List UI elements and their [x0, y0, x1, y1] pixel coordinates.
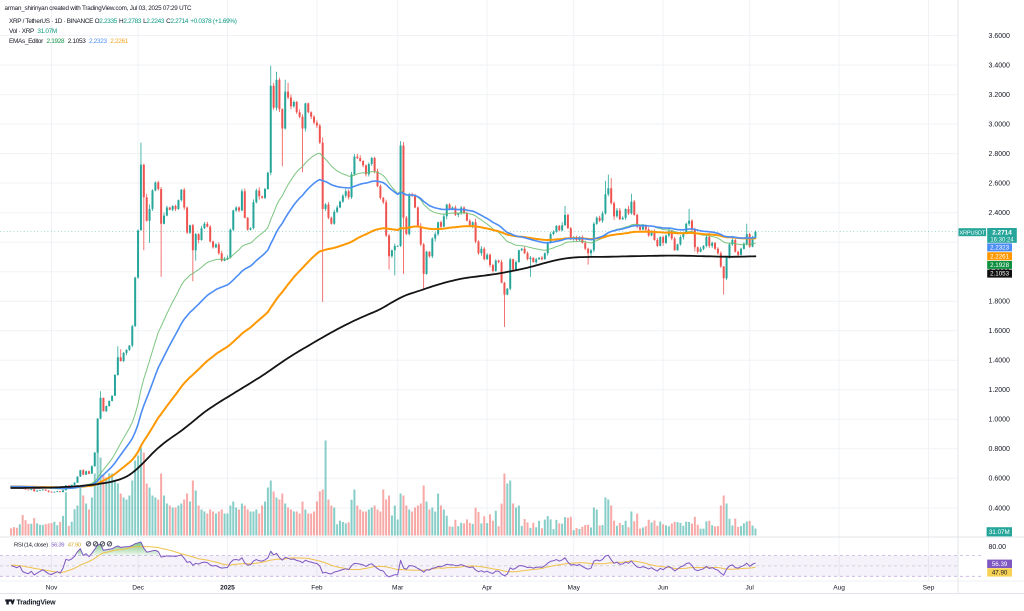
- svg-text:Feb: Feb: [311, 584, 323, 591]
- svg-text:2.2714: 2.2714: [992, 230, 1012, 237]
- svg-text:XRPUSDT: XRPUSDT: [959, 231, 986, 237]
- svg-text:2.1053: 2.1053: [990, 271, 1009, 278]
- svg-text:3.6000: 3.6000: [989, 33, 1011, 40]
- svg-text:47.90: 47.90: [992, 570, 1008, 577]
- svg-text:3.0000: 3.0000: [989, 122, 1011, 129]
- svg-text:Jul: Jul: [745, 584, 754, 591]
- svg-text:1.8000: 1.8000: [989, 299, 1011, 306]
- svg-text:1.4000: 1.4000: [989, 358, 1011, 365]
- svg-text:0.4000: 0.4000: [989, 505, 1011, 512]
- svg-text:2.8000: 2.8000: [989, 151, 1011, 158]
- svg-text:2.4000: 2.4000: [989, 210, 1011, 217]
- svg-text:Apr: Apr: [482, 584, 493, 591]
- svg-text:56.39: 56.39: [992, 561, 1008, 568]
- svg-text:0.8000: 0.8000: [989, 446, 1011, 453]
- svg-text:Aug: Aug: [833, 584, 845, 591]
- svg-text:1.0000: 1.0000: [989, 417, 1011, 424]
- svg-text:May: May: [567, 584, 580, 591]
- svg-text:2.2323: 2.2323: [990, 245, 1009, 252]
- svg-text:31.07M: 31.07M: [989, 529, 1010, 536]
- svg-text:XRP / TetherUS · 1D · BINANCE: XRP / TetherUS · 1D · BINANCE O2.2335 H2.…: [9, 18, 237, 25]
- svg-text:2025: 2025: [220, 584, 235, 591]
- svg-text:Nov: Nov: [46, 584, 58, 591]
- svg-text:3.4000: 3.4000: [989, 63, 1011, 70]
- svg-text:1.2000: 1.2000: [989, 387, 1011, 394]
- svg-text:Sep: Sep: [923, 584, 935, 591]
- svg-text:Dec: Dec: [132, 584, 144, 591]
- svg-text:TradingView: TradingView: [17, 600, 57, 607]
- svg-text:2.1928: 2.1928: [990, 262, 1009, 269]
- svg-text:1.6000: 1.6000: [989, 328, 1011, 335]
- svg-text:Vol · XRP 31.07M: Vol · XRP 31.07M: [9, 28, 57, 35]
- svg-text:0.6000: 0.6000: [989, 476, 1011, 483]
- svg-text:2.2261: 2.2261: [990, 253, 1009, 260]
- svg-text:Mar: Mar: [392, 584, 404, 591]
- svg-text:3.2000: 3.2000: [989, 92, 1011, 99]
- svg-text:2.6000: 2.6000: [989, 181, 1011, 188]
- svg-text:16:30:24: 16:30:24: [990, 237, 1014, 243]
- svg-text:Jun: Jun: [658, 584, 669, 591]
- svg-text:arman_shirinyan created with T: arman_shirinyan created with TradingView…: [5, 5, 193, 12]
- svg-text:80.00: 80.00: [989, 544, 1007, 551]
